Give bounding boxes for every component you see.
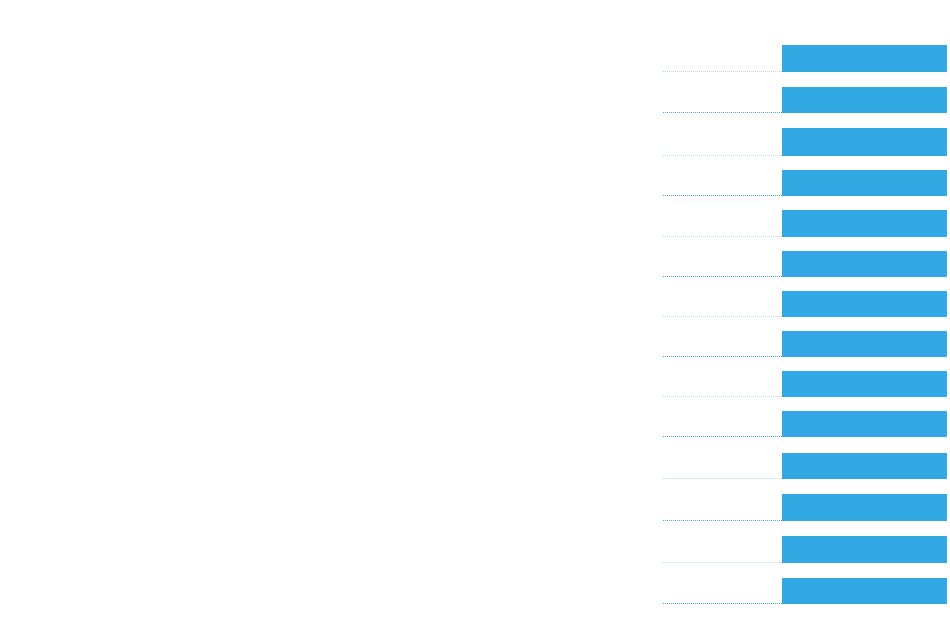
bar-block	[782, 331, 947, 357]
dotted-leader-line	[663, 562, 782, 563]
bar-block	[782, 411, 947, 437]
bar-block	[782, 291, 947, 317]
bar-block	[782, 87, 947, 113]
dotted-leader-line	[663, 520, 782, 521]
dotted-leader-line	[663, 316, 782, 317]
list-item[interactable]	[663, 128, 947, 156]
dotted-leader-line	[663, 155, 782, 156]
bar-block	[782, 578, 947, 604]
list-item[interactable]	[663, 87, 947, 113]
list-item[interactable]	[663, 411, 947, 437]
list-item[interactable]	[663, 578, 947, 604]
dotted-leader-line	[663, 112, 782, 113]
dotted-leader-line	[663, 603, 782, 604]
bar-block	[782, 251, 947, 277]
dotted-leader-line	[663, 356, 782, 357]
list-item[interactable]	[663, 453, 947, 479]
dotted-leader-line	[663, 236, 782, 237]
dotted-leader-line	[663, 478, 782, 479]
dotted-leader-line	[663, 396, 782, 397]
list-item[interactable]	[663, 210, 947, 237]
bar-block	[782, 536, 947, 563]
dotted-leader-line	[663, 276, 782, 277]
list-item[interactable]	[663, 331, 947, 357]
bar-block	[782, 453, 947, 479]
list-item[interactable]	[663, 291, 947, 317]
bar-block	[782, 45, 947, 72]
list-item[interactable]	[663, 536, 947, 563]
list-item[interactable]	[663, 494, 947, 521]
bar-block	[782, 170, 947, 196]
list-item[interactable]	[663, 371, 947, 397]
bar-block	[782, 128, 947, 156]
list-item[interactable]	[663, 251, 947, 277]
dotted-leader-line	[663, 195, 782, 196]
bar-block	[782, 210, 947, 237]
bar-block	[782, 494, 947, 521]
list-item[interactable]	[663, 45, 947, 72]
dotted-leader-line	[663, 436, 782, 437]
dotted-leader-line	[663, 71, 782, 72]
bar-block	[782, 371, 947, 397]
list-item[interactable]	[663, 170, 947, 196]
